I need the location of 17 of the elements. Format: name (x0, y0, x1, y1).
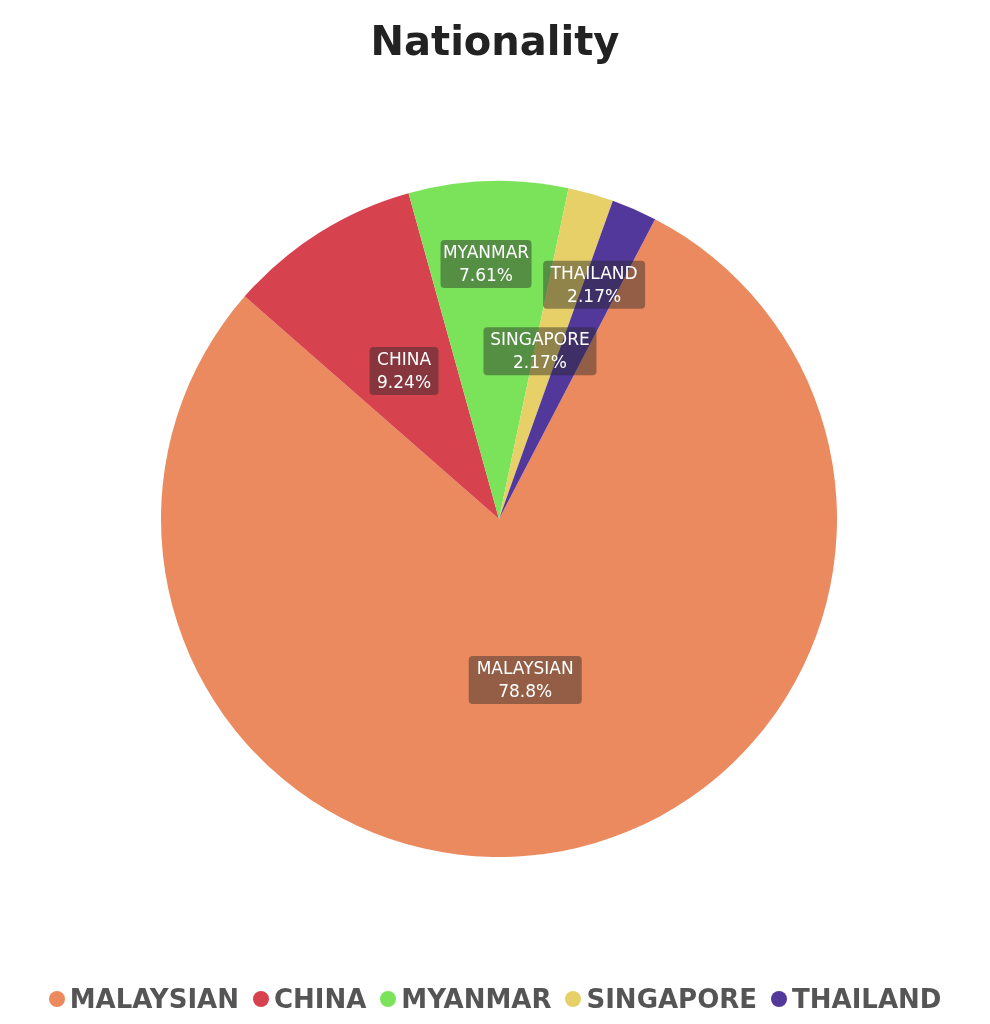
legend-label: MALAYSIAN (69, 984, 239, 1014)
data-label: 9.24% (377, 371, 432, 392)
pie-slice (161, 219, 837, 857)
legend-label: THAILAND (792, 984, 942, 1014)
data-label: 2.17% (567, 285, 622, 306)
legend-label: SINGAPORE (586, 984, 758, 1014)
slice-label: THAILAND (549, 262, 638, 283)
slice-label: MYANMAR (442, 242, 530, 263)
legend-label: MYANMAR (401, 984, 552, 1014)
slice-label: SINGAPORE (490, 329, 590, 350)
slice-label: CHINA (377, 348, 432, 369)
chart-title: Nationality (369, 18, 621, 64)
data-label: 7.61% (459, 265, 514, 286)
data-label: 2.17% (512, 352, 567, 373)
data-label: 78.8% (498, 681, 553, 702)
legend-label: CHINA (273, 984, 367, 1014)
slice-label: MALAYSIAN (476, 658, 574, 679)
